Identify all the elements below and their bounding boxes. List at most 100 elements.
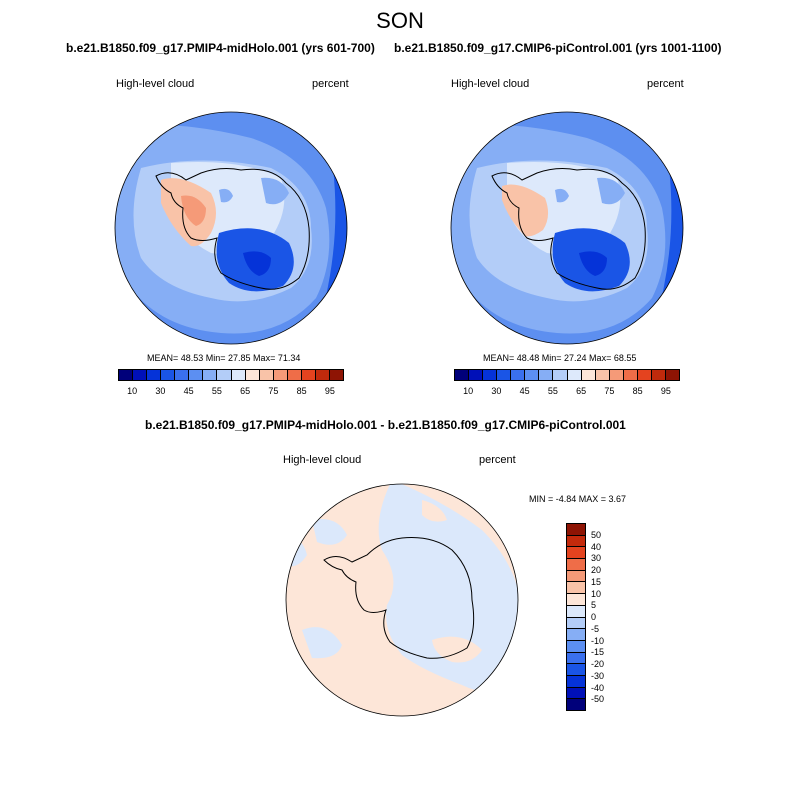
colorbar-tick-label: 10 (127, 386, 138, 396)
colorbar-swatch (259, 370, 274, 380)
colorbar-tick-label: 95 (324, 386, 335, 396)
colorbar-tick-label: 0 (591, 612, 597, 622)
colorbar-tick-label: 65 (240, 386, 251, 396)
colorbar-tick-label: -10 (591, 635, 605, 646)
colorbar-swatch (567, 570, 585, 583)
colorbar-tick-label: -40 (591, 682, 605, 693)
colorbar-tick-label: -15 (591, 647, 605, 658)
colorbar-swatch (119, 370, 134, 380)
colorbar-tick-label: 65 (576, 386, 587, 396)
colorbar-swatch (567, 664, 585, 676)
colorbar-swatch (567, 524, 585, 536)
colorbar-tick-label: -50 (591, 694, 605, 705)
colorbar-tick-label: -20 (591, 659, 605, 669)
colorbar-swatch (623, 370, 638, 380)
colorbar-tick-label: 10 (463, 386, 474, 396)
panel3-polar-map (285, 483, 519, 717)
panel2-colorbar (454, 369, 680, 381)
colorbar-swatch (203, 370, 218, 380)
colorbar-swatch (147, 370, 162, 380)
colorbar-swatch (567, 547, 585, 560)
colorbar-swatch (245, 370, 260, 380)
colorbar-swatch (553, 370, 568, 380)
colorbar-tick-label: -5 (591, 623, 600, 634)
panel1-title: b.e21.B1850.f09_g17.PMIP4-midHolo.001 (y… (66, 41, 375, 55)
colorbar-tick-label: 30 (491, 386, 502, 396)
panel2-title: b.e21.B1850.f09_g17.CMIP6-piControl.001 … (394, 41, 722, 55)
colorbar-tick-label: 15 (591, 576, 602, 587)
panel1-units-label: percent (312, 78, 349, 90)
colorbar-tick-label: 85 (632, 386, 643, 396)
panel1-variable-label: High-level cloud (116, 78, 195, 90)
colorbar-swatch (189, 370, 204, 380)
panel3-colorbar (566, 523, 586, 711)
colorbar-tick-label: 55 (211, 386, 222, 396)
panel1-colorbar-ticks: 10 30 45 55 65 75 85 95 (118, 386, 344, 398)
colorbar-swatch (133, 370, 148, 380)
colorbar-swatch (287, 370, 302, 380)
panel2-polar-map (450, 111, 684, 345)
colorbar-swatch (217, 370, 232, 380)
colorbar-swatch (567, 535, 585, 548)
colorbar-tick-label: 45 (519, 386, 530, 396)
colorbar-swatch (231, 370, 246, 380)
colorbar-swatch (525, 370, 540, 380)
panel3-title: b.e21.B1850.f09_g17.PMIP4-midHolo.001 - … (145, 418, 626, 432)
colorbar-swatch (567, 687, 585, 700)
colorbar-swatch (273, 370, 288, 380)
colorbar-tick-label: 45 (183, 386, 194, 396)
colorbar-swatch (455, 370, 470, 380)
colorbar-swatch (595, 370, 610, 380)
panel2-stats: MEAN= 48.48 Min= 27.24 Max= 68.55 (483, 353, 637, 363)
colorbar-swatch (567, 699, 585, 710)
panel2-colorbar-ticks: 10 30 45 55 65 75 85 95 (454, 386, 680, 398)
panel1-colorbar (118, 369, 344, 381)
colorbar-swatch (567, 652, 585, 665)
panel1-polar-map (114, 111, 348, 345)
colorbar-swatch (581, 370, 596, 380)
colorbar-swatch (497, 370, 512, 380)
colorbar-swatch (567, 675, 585, 688)
panel1-stats: MEAN= 48.53 Min= 27.85 Max= 71.34 (147, 353, 301, 363)
colorbar-swatch (469, 370, 484, 380)
colorbar-swatch (567, 629, 585, 641)
colorbar-swatch (161, 370, 176, 380)
colorbar-tick-label: -30 (591, 670, 605, 681)
colorbar-tick-label: 10 (591, 588, 602, 599)
panel2-variable-label: High-level cloud (451, 78, 530, 90)
colorbar-tick-label: 30 (591, 553, 602, 564)
colorbar-swatch (651, 370, 666, 380)
panel3-colorbar-ticks: 50 40 30 20 15 10 5 0 -5 -10 -15 -20 -30 -40 -50 (591, 523, 621, 711)
colorbar-swatch (175, 370, 190, 380)
panel2-units-label: percent (647, 78, 684, 90)
colorbar-tick-label: 5 (591, 600, 597, 611)
colorbar-swatch (567, 617, 585, 630)
panel3-stats: MIN = -4.84 MAX = 3.67 (529, 494, 627, 504)
colorbar-tick-label: 30 (155, 386, 166, 396)
colorbar-swatch (483, 370, 498, 380)
colorbar-swatch (511, 370, 526, 380)
colorbar-swatch (665, 370, 679, 380)
colorbar-tick-label: 75 (268, 386, 279, 396)
colorbar-tick-label: 20 (591, 565, 602, 575)
colorbar-swatch (301, 370, 316, 380)
colorbar-swatch (567, 605, 585, 618)
colorbar-swatch (567, 594, 585, 606)
colorbar-tick-label: 95 (660, 386, 671, 396)
colorbar-swatch (567, 640, 585, 653)
colorbar-tick-label: 75 (604, 386, 615, 396)
colorbar-swatch (567, 582, 585, 595)
colorbar-swatch (567, 370, 582, 380)
colorbar-tick-label: 50 (591, 529, 602, 540)
colorbar-tick-label: 55 (547, 386, 558, 396)
panel3-variable-label: High-level cloud (283, 454, 362, 466)
colorbar-swatch (637, 370, 652, 380)
colorbar-tick-label: 40 (591, 541, 602, 552)
colorbar-swatch (567, 559, 585, 571)
colorbar-swatch (539, 370, 554, 380)
colorbar-swatch (315, 370, 330, 380)
colorbar-swatch (329, 370, 343, 380)
season-title: SON (376, 8, 424, 33)
panel3-units-label: percent (479, 454, 516, 466)
colorbar-swatch (609, 370, 624, 380)
